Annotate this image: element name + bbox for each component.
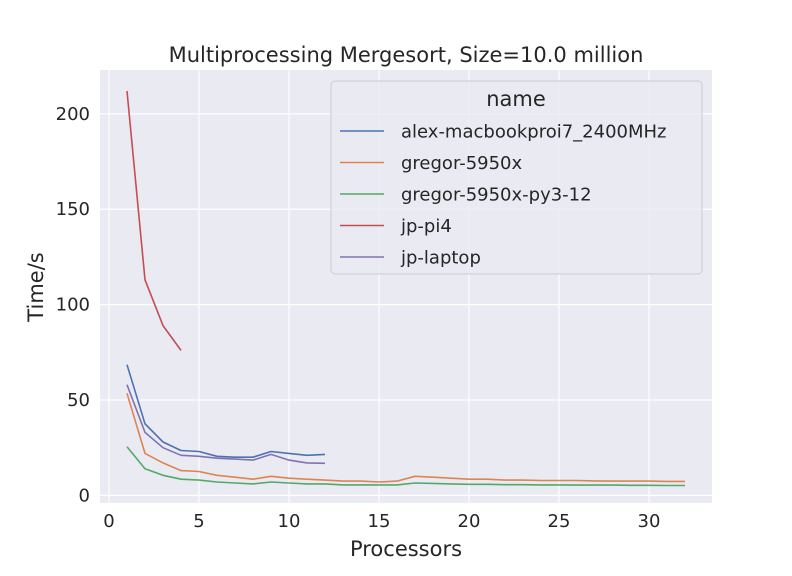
legend-title: name (486, 87, 546, 111)
x-tick-label: 25 (548, 511, 571, 532)
x-tick-label: 10 (278, 511, 301, 532)
legend-label: alex-macbookproi7_2400MHz (401, 122, 667, 143)
y-tick-label: 100 (56, 295, 90, 316)
x-tick-label: 5 (193, 511, 204, 532)
x-axis-label: Processors (350, 537, 462, 561)
legend-box (330, 80, 703, 275)
series-line-jp-pi4 (126, 90, 182, 351)
series-line-gregor-5950x (126, 393, 685, 483)
x-tick-label: 20 (458, 511, 481, 532)
legend-label: gregor-5950x-py3-12 (401, 185, 592, 206)
x-tick-label: 15 (368, 511, 391, 532)
x-tick-label: 0 (103, 511, 114, 532)
y-tick-label: 150 (56, 199, 90, 220)
series-lines (126, 90, 685, 487)
y-tick-label: 200 (56, 104, 90, 125)
chart-title: Multiprocessing Mergesort, Size=10.0 mil… (169, 43, 644, 67)
legend: name alex-macbookproi7_2400MHz gregor-595… (330, 80, 703, 275)
legend-entries: alex-macbookproi7_2400MHz gregor-5950x gre… (340, 122, 667, 269)
y-tick-labels: 0 50 100 150 200 (56, 104, 90, 506)
legend-label: gregor-5950x (401, 153, 522, 174)
series-line-alex-macbookproi7-2400mhz (126, 364, 326, 459)
y-axis-label: Time/s (24, 252, 48, 322)
legend-label: jp-pi4 (400, 216, 452, 237)
y-tick-label: 0 (79, 485, 90, 506)
series-line-gregor-5950x-py3-12 (126, 446, 685, 487)
x-tick-labels: 0 5 10 15 20 25 30 (103, 511, 660, 532)
series-line-jp-laptop (126, 384, 326, 465)
legend-label: jp-laptop (400, 248, 481, 269)
y-tick-label: 50 (67, 390, 90, 411)
x-tick-label: 30 (638, 511, 661, 532)
